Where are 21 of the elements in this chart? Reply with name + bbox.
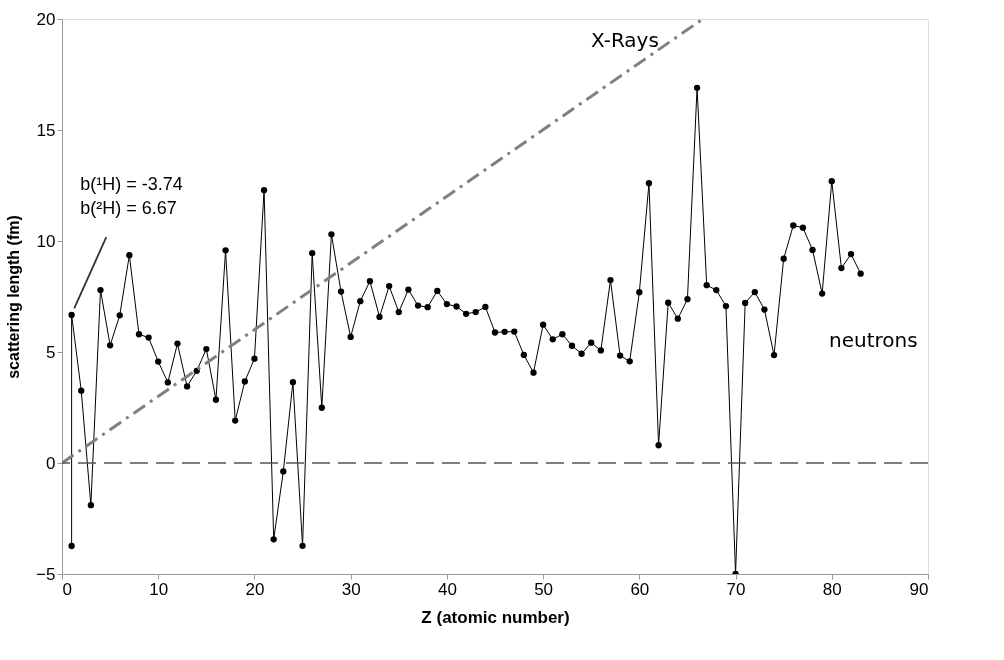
- y-tick-label: 5: [46, 342, 56, 362]
- x-tick-label: 50: [534, 579, 554, 599]
- y-axis-title: scattering length (fm): [5, 215, 23, 379]
- x-tick-label: 90: [909, 579, 929, 599]
- x-tick-label: 80: [822, 579, 842, 599]
- x-tick-label: 30: [341, 579, 361, 599]
- x-axis-title: Z (atomic number): [421, 607, 570, 627]
- x-tick-label: 60: [630, 579, 650, 599]
- y-tick-label: 10: [36, 231, 56, 251]
- x-tick-label: 10: [149, 579, 169, 599]
- y-tick-label: 0: [46, 453, 56, 473]
- series-label: neutrons: [828, 327, 918, 352]
- x-tick-label: 20: [245, 579, 265, 599]
- x-tick-label: 40: [437, 579, 457, 599]
- y-tick-label: 15: [36, 120, 56, 140]
- x-tick-label: 70: [726, 579, 746, 599]
- x-tick-label: 0: [62, 579, 72, 599]
- annotation: b(¹H) = -3.74 b(²H) = 6.67: [80, 174, 183, 219]
- series-label: X-Rays: [590, 28, 659, 53]
- y-tick-label: −5: [36, 564, 56, 584]
- y-tick-label: 20: [36, 9, 56, 29]
